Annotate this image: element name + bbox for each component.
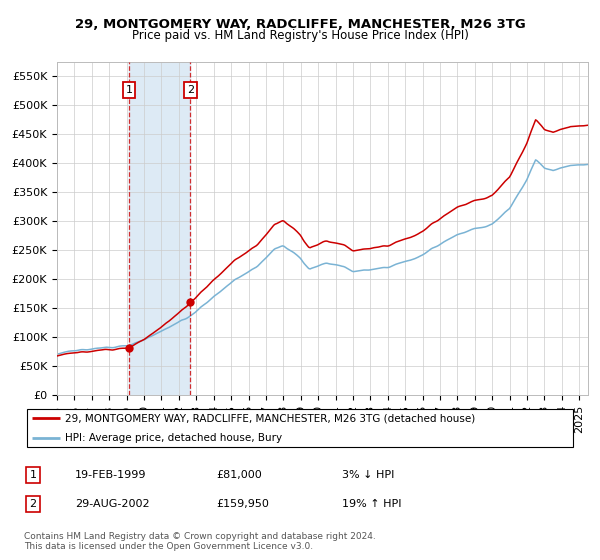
Bar: [129, 62, 190, 395]
Text: 1: 1: [125, 85, 133, 95]
Text: 2: 2: [29, 499, 37, 509]
Text: 29, MONTGOMERY WAY, RADCLIFFE, MANCHESTER, M26 3TG (detached house): 29, MONTGOMERY WAY, RADCLIFFE, MANCHESTE…: [65, 413, 476, 423]
Text: £159,950: £159,950: [216, 499, 269, 509]
Text: 19% ↑ HPI: 19% ↑ HPI: [342, 499, 401, 509]
Text: 1: 1: [29, 470, 37, 480]
Text: £81,000: £81,000: [216, 470, 262, 480]
Text: 2: 2: [187, 85, 194, 95]
Text: Contains HM Land Registry data © Crown copyright and database right 2024.
This d: Contains HM Land Registry data © Crown c…: [24, 532, 376, 552]
Text: 29, MONTGOMERY WAY, RADCLIFFE, MANCHESTER, M26 3TG: 29, MONTGOMERY WAY, RADCLIFFE, MANCHESTE…: [74, 18, 526, 31]
Text: Price paid vs. HM Land Registry's House Price Index (HPI): Price paid vs. HM Land Registry's House …: [131, 29, 469, 42]
Text: 19-FEB-1999: 19-FEB-1999: [75, 470, 146, 480]
Text: 3% ↓ HPI: 3% ↓ HPI: [342, 470, 394, 480]
FancyBboxPatch shape: [27, 409, 573, 447]
Text: HPI: Average price, detached house, Bury: HPI: Average price, detached house, Bury: [65, 433, 283, 443]
Text: 29-AUG-2002: 29-AUG-2002: [75, 499, 149, 509]
